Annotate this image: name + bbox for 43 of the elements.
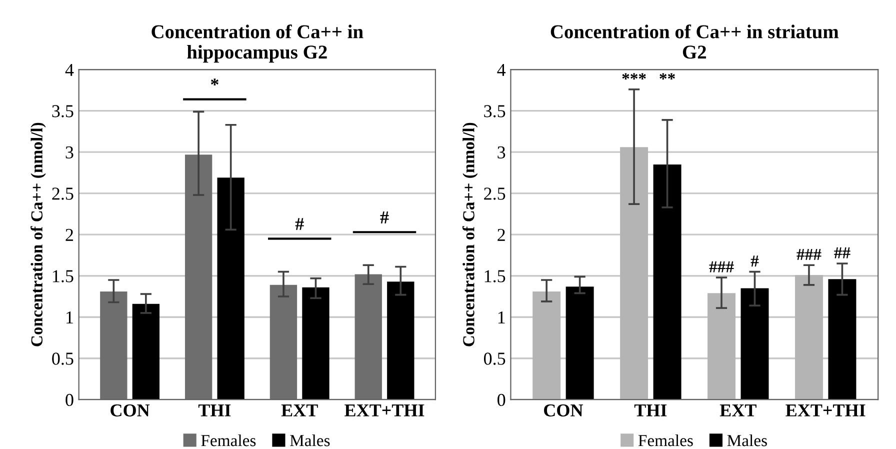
y-tick-label: 3.5	[52, 105, 74, 118]
x-tick-label: THI	[634, 404, 667, 416]
y-tick-label: 1	[498, 311, 505, 324]
annotation: #	[295, 218, 304, 230]
y-tick-label: 3	[498, 146, 506, 159]
annotation: #	[380, 212, 389, 224]
x-tick-label: EXT	[281, 404, 318, 416]
annotation: **	[660, 73, 675, 80]
annotation: ###	[796, 249, 822, 260]
y-tick-label: 3	[66, 146, 74, 159]
x-tick-label: CON	[544, 404, 584, 416]
y-tick-label: 0.5	[52, 352, 74, 365]
annotation: ##	[834, 247, 850, 258]
y-tick-label: 4	[497, 64, 506, 76]
annotation: *	[210, 78, 218, 86]
annotation: #	[750, 256, 759, 267]
legend-label: Males	[290, 434, 330, 446]
y-axis-title: Concentration of Ca++ (nmol/l)	[30, 122, 46, 346]
chart-title: Concentration of Ca++ in striatum G2	[550, 24, 839, 59]
legend-label: Males	[727, 434, 767, 446]
y-tick-label: 0.5	[484, 352, 506, 365]
y-tick-label: 3.5	[484, 105, 506, 118]
x-tick-label: CON	[110, 404, 150, 416]
y-tick-label: 1.5	[484, 270, 506, 282]
y-axis-title: Concentration of Ca++ (nmol/l)	[462, 122, 478, 346]
x-tick-label: THI	[198, 404, 231, 416]
legend-label: Females	[201, 434, 256, 446]
y-tick-label: 4	[65, 64, 74, 76]
chart-title: Concentration of Ca++ in hippocampus G2	[152, 24, 364, 63]
x-tick-label: EXT	[720, 404, 756, 416]
y-tick-label: 1.5	[53, 270, 74, 282]
annotation: ###	[709, 261, 734, 272]
y-tick-label: 2	[66, 228, 73, 241]
y-tick-label: 1	[66, 311, 73, 324]
y-tick-label: 0	[498, 394, 506, 406]
x-tick-label: EXT+THI	[786, 404, 866, 416]
y-tick-label: 2.5	[52, 188, 74, 200]
y-tick-label: 0	[66, 394, 74, 406]
y-tick-label: 2.5	[484, 188, 506, 200]
legend-label: Females	[638, 434, 693, 446]
x-tick-label: EXT+THI	[344, 404, 424, 416]
y-tick-label: 2	[498, 228, 505, 241]
annotation: ***	[622, 73, 646, 80]
